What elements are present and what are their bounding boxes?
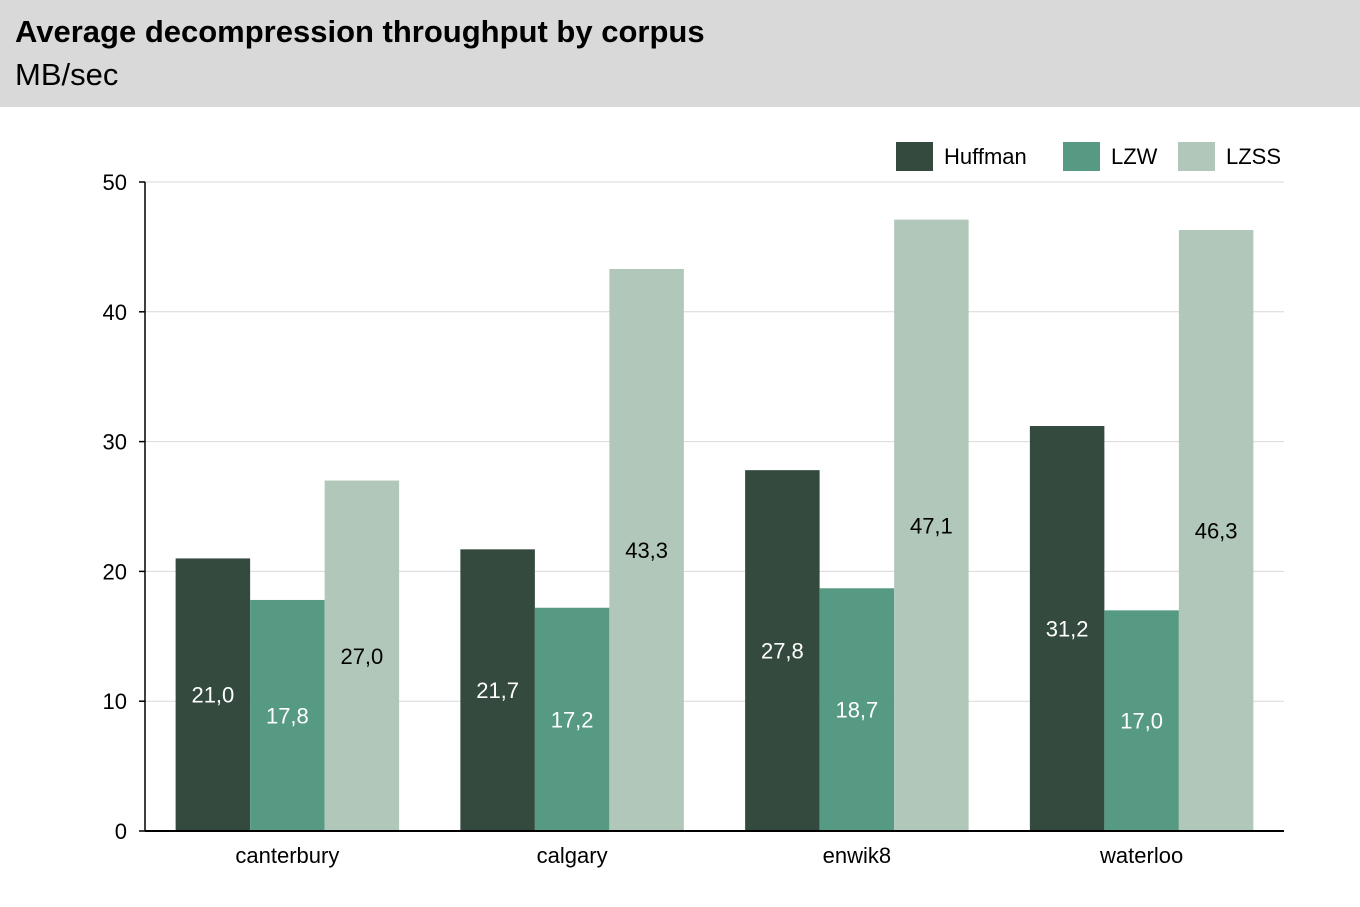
bar-huffman	[175, 558, 251, 831]
chart-title: Average decompression throughput by corp…	[15, 14, 705, 49]
legend-swatch-lzss	[1178, 142, 1215, 171]
x-tick-label: enwik8	[823, 843, 891, 868]
bar-lzss	[324, 480, 400, 831]
bar-lzw	[250, 599, 325, 831]
data-label: 17,2	[551, 707, 594, 732]
x-tick-label: canterbury	[235, 843, 339, 868]
data-label: 43,3	[625, 538, 668, 563]
bar-lzss	[609, 268, 684, 831]
bar-lzss	[894, 219, 969, 832]
chart-subtitle: MB/sec	[15, 57, 119, 92]
legend-swatch-lzw	[1063, 142, 1100, 171]
data-label: 27,0	[340, 644, 383, 669]
y-tick-label: 30	[103, 430, 127, 455]
legend-swatch-huffman	[896, 142, 933, 171]
y-tick-label: 50	[103, 170, 127, 195]
x-tick-label: calgary	[537, 843, 608, 868]
data-label: 18,7	[835, 698, 878, 723]
bar-lzw	[1104, 610, 1179, 831]
x-tick-label: waterloo	[1099, 843, 1183, 868]
bar-lzss	[1178, 230, 1254, 831]
data-label: 46,3	[1195, 519, 1238, 544]
data-label: 21,0	[191, 683, 234, 708]
legend-label-huffman: Huffman	[944, 144, 1027, 169]
y-tick-label: 0	[115, 819, 127, 844]
chart-header: Average decompression throughput by corp…	[0, 0, 1360, 107]
y-tick-label: 40	[103, 300, 127, 325]
bar-huffman	[460, 549, 535, 831]
data-label: 17,8	[266, 703, 309, 728]
bar-lzw	[819, 588, 895, 831]
data-label: 47,1	[910, 513, 953, 538]
data-label: 21,7	[476, 678, 519, 703]
y-tick-label: 20	[103, 559, 127, 584]
bar-huffman	[1029, 426, 1105, 831]
bar-lzw	[534, 607, 610, 831]
y-tick-label: 10	[103, 689, 127, 714]
data-label: 31,2	[1046, 617, 1089, 642]
legend-label-lzw: LZW	[1111, 144, 1158, 169]
bar-huffman	[745, 470, 820, 831]
legend-label-lzss: LZSS	[1226, 144, 1281, 169]
data-label: 27,8	[761, 639, 804, 664]
data-label: 17,0	[1120, 709, 1163, 734]
